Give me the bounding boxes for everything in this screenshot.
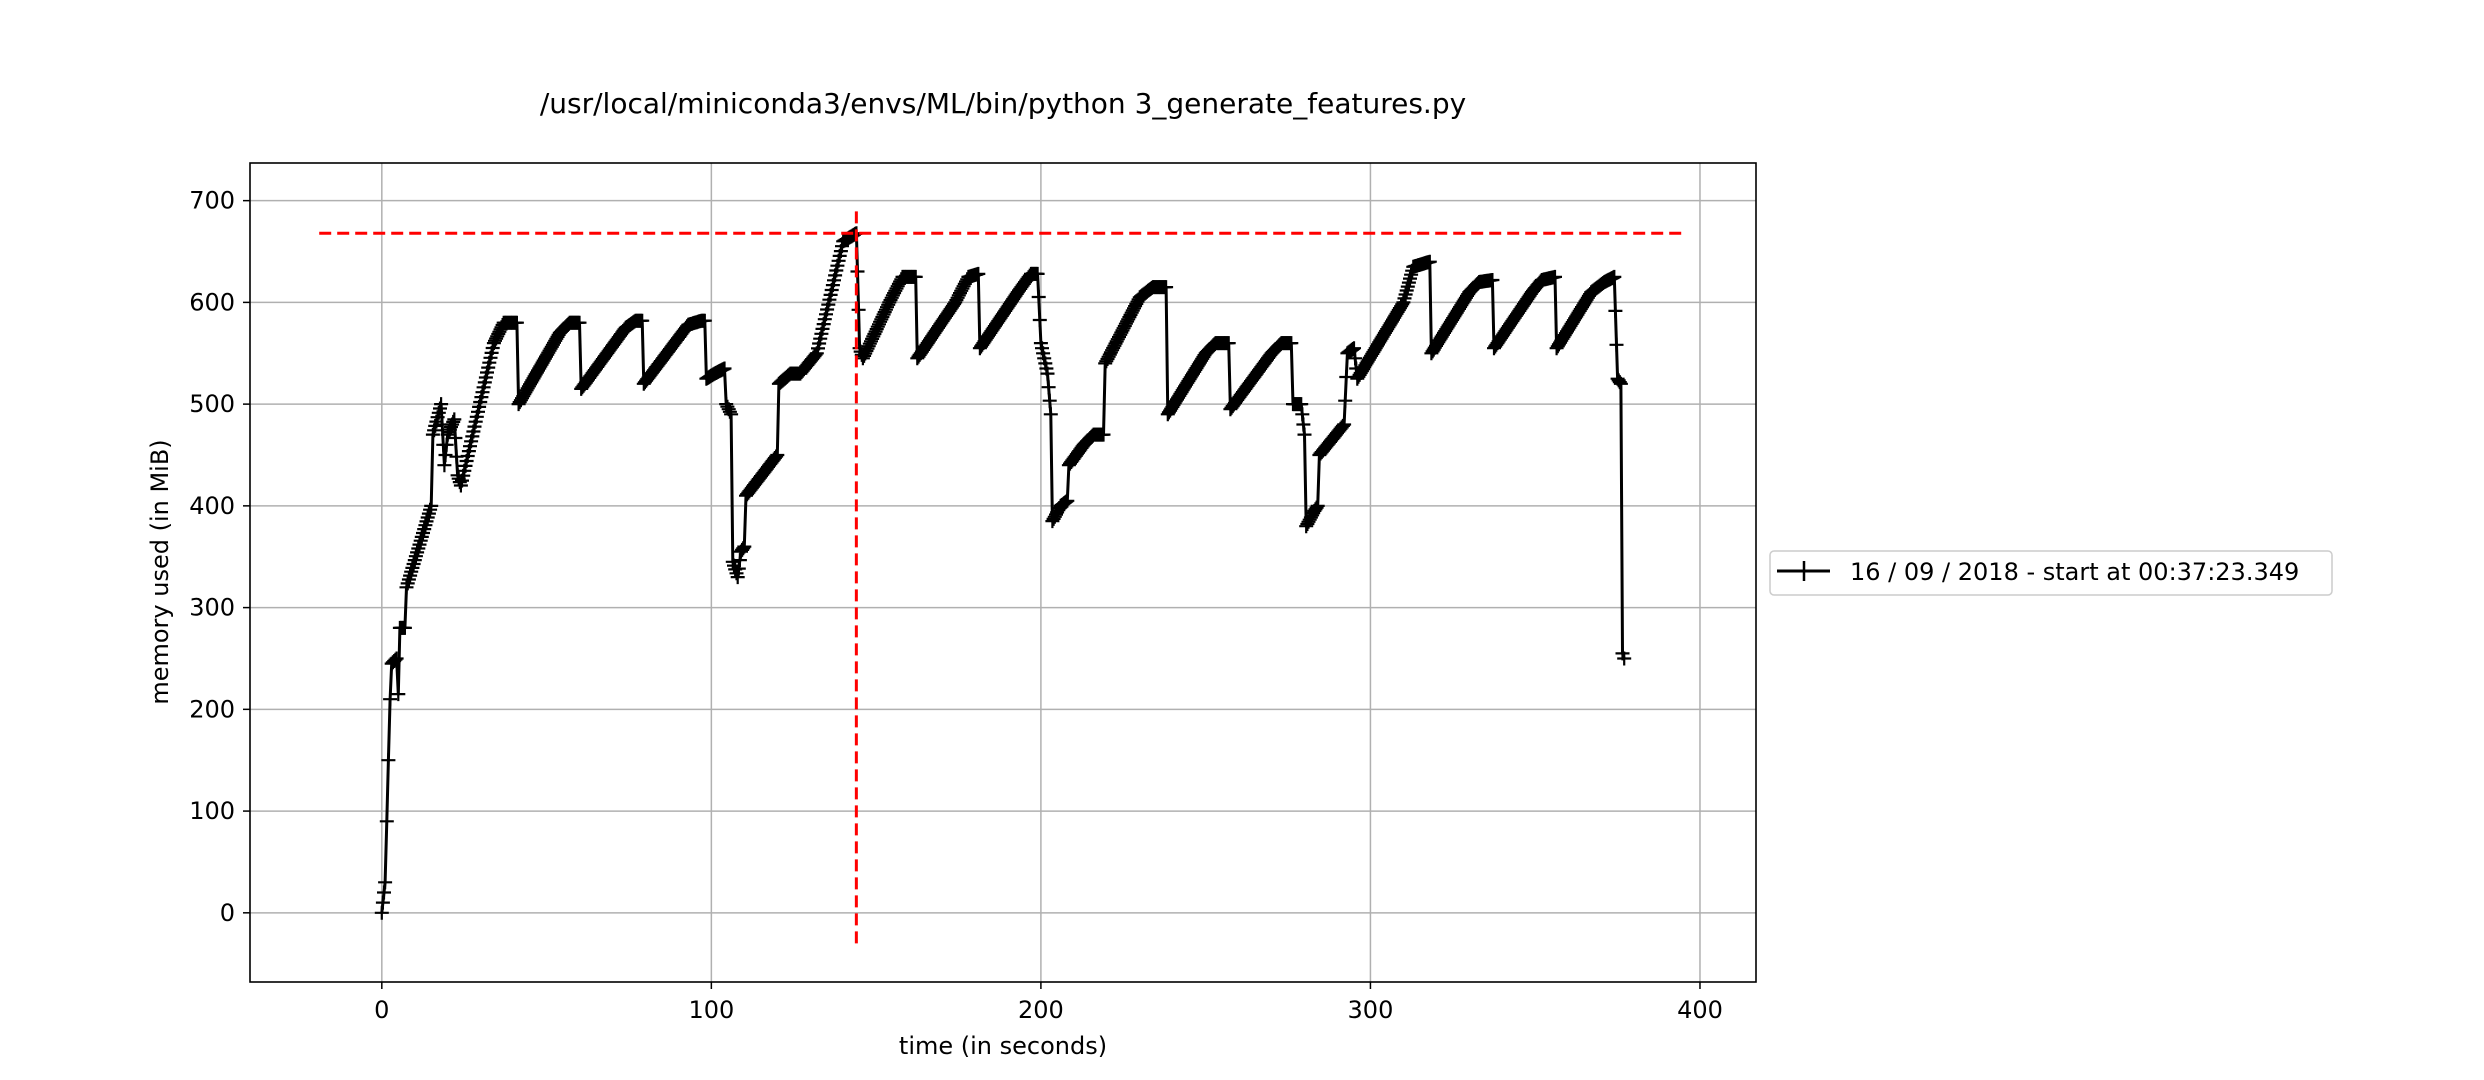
data-point-marker <box>724 407 739 422</box>
chart-title: /usr/local/miniconda3/envs/ML/bin/python… <box>540 87 1466 120</box>
data-point-marker <box>572 315 587 330</box>
data-point-marker <box>1334 420 1349 435</box>
y-tick-label: 400 <box>189 492 235 520</box>
data-point-marker <box>731 561 746 576</box>
x-axis-label: time (in seconds) <box>899 1032 1107 1060</box>
grid-lines <box>250 163 1756 982</box>
legend-label: 16 / 09 / 2018 - start at 00:37:23.349 <box>1850 558 2299 586</box>
y-tick-label: 0 <box>220 899 235 927</box>
memory-series <box>374 226 1632 920</box>
reference-lines <box>319 205 1684 944</box>
data-point-marker <box>391 687 406 702</box>
data-point-marker <box>1608 303 1623 318</box>
data-point-marker <box>635 313 650 328</box>
data-point-marker <box>737 539 752 554</box>
data-point-marker <box>448 431 463 445</box>
data-point-marker <box>1338 393 1353 408</box>
data-point-marker <box>1339 370 1354 384</box>
y-tick-label: 100 <box>189 797 235 825</box>
data-point-marker <box>735 542 750 557</box>
data-point-marker <box>1485 273 1500 287</box>
x-tick-label: 300 <box>1348 996 1394 1024</box>
data-point-marker <box>722 404 737 419</box>
data-point-marker <box>1294 397 1309 412</box>
y-tick-label: 500 <box>189 390 235 418</box>
data-point-marker <box>378 875 393 890</box>
x-tick-label: 200 <box>1018 996 1064 1024</box>
data-point-marker <box>1617 651 1632 666</box>
x-tick-label: 400 <box>1677 996 1723 1024</box>
data-point-marker <box>397 620 412 635</box>
data-point-marker <box>717 361 732 376</box>
data-point-marker <box>1337 417 1352 432</box>
data-point-marker <box>1548 269 1562 284</box>
data-point-marker <box>1040 366 1055 381</box>
data-point-marker <box>1607 269 1622 284</box>
series-markers <box>374 226 1632 920</box>
data-point-marker <box>1060 493 1075 508</box>
data-point-marker <box>1310 498 1325 513</box>
data-point-marker <box>1395 297 1410 312</box>
plot-frame <box>249 162 1757 983</box>
data-point-marker <box>697 313 712 328</box>
data-point-marker <box>769 449 784 464</box>
y-axis-label: memory used (in MiB) <box>146 439 174 704</box>
y-tick-label: 300 <box>189 594 235 622</box>
data-point-marker <box>1609 337 1624 352</box>
data-point-marker <box>851 302 866 317</box>
data-point-marker <box>1159 280 1174 295</box>
x-tick-label: 100 <box>688 996 734 1024</box>
data-point-marker <box>387 654 402 668</box>
data-point-marker <box>424 498 439 513</box>
y-tick-label: 600 <box>189 288 235 316</box>
data-point-marker <box>388 652 403 667</box>
data-point-marker <box>383 692 398 707</box>
data-point-marker <box>1041 380 1056 395</box>
y-tick-label: 700 <box>189 187 235 215</box>
data-point-marker <box>1042 393 1057 408</box>
data-point-marker <box>1096 427 1111 442</box>
data-point-marker <box>1221 336 1236 351</box>
data-point-marker <box>1030 266 1045 281</box>
legend-box <box>1769 550 2333 596</box>
data-point-marker <box>767 451 782 465</box>
data-point-marker <box>1032 313 1047 327</box>
legend-marker-swatch <box>1794 561 1814 581</box>
data-point-marker <box>770 448 785 462</box>
data-point-marker <box>1613 376 1628 391</box>
data-point-marker <box>1043 407 1058 422</box>
data-point-marker <box>447 412 462 427</box>
data-point-marker <box>808 347 823 362</box>
axis-ticks: 0 100 200 300 400 0 100 200 300 400 500 600 700 <box>189 187 1723 1024</box>
y-tick-label: 200 <box>189 695 235 723</box>
data-point-marker <box>1422 254 1437 269</box>
data-point-marker <box>1335 418 1350 433</box>
data-point-marker <box>1297 427 1312 442</box>
data-point-marker <box>1611 373 1626 388</box>
data-point-marker <box>379 814 394 829</box>
plot-area <box>250 163 1756 982</box>
data-point-marker <box>1031 290 1046 304</box>
data-point-marker <box>389 651 404 666</box>
data-point-marker <box>908 269 923 284</box>
data-point-marker <box>381 753 396 768</box>
data-point-marker <box>1284 336 1299 351</box>
legend: 16 / 09 / 2018 - start at 00:37:23.349 <box>1769 550 2333 596</box>
data-point-marker <box>509 315 524 330</box>
x-tick-label: 0 <box>374 996 389 1024</box>
data-point-marker <box>971 266 986 281</box>
data-point-marker <box>434 397 449 412</box>
